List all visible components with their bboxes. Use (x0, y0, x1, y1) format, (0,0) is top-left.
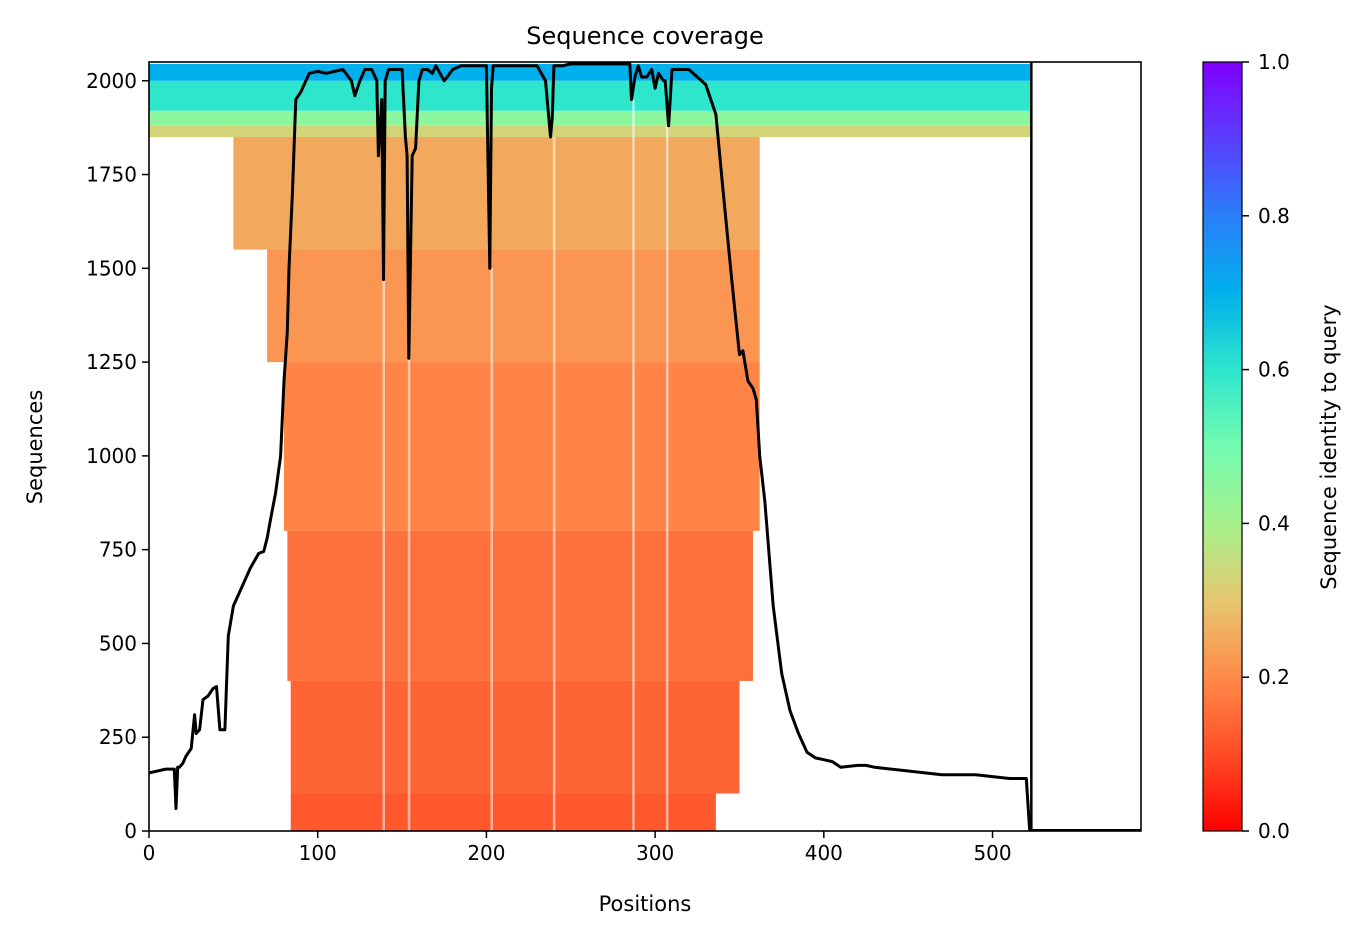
coverage-line-group (149, 62, 1141, 831)
y-tick-label: 250 (99, 725, 137, 749)
coverage-gap (382, 268, 386, 831)
x-tick-label: 300 (636, 841, 674, 865)
colorbar-tick-label: 0.2 (1258, 665, 1290, 689)
plot-frame (148, 61, 1142, 832)
y-axis-label: Sequences (23, 390, 47, 505)
coverage-bands (149, 63, 1032, 831)
coverage-band (267, 249, 760, 363)
y-tick-label: 1000 (86, 444, 137, 468)
colorbar-tick-label: 0.6 (1258, 358, 1290, 382)
y-tick-label: 2000 (86, 69, 137, 93)
coverage-band (149, 125, 1032, 138)
coverage-band (287, 530, 753, 681)
y-tick-label: 500 (99, 631, 137, 655)
colorbar-tick-label: 1.0 (1258, 50, 1290, 74)
coverage-gap (490, 268, 493, 831)
coverage-band (149, 80, 1032, 111)
colorbar-tick-label: 0.0 (1258, 819, 1290, 843)
coverage-band (233, 137, 760, 250)
x-tick-label: 200 (467, 841, 505, 865)
y-tick-label: 0 (124, 819, 137, 843)
coverage-band (149, 63, 1032, 81)
y-tick-label: 750 (99, 538, 137, 562)
coverage-gap (552, 137, 556, 831)
x-tick-label: 500 (973, 841, 1011, 865)
x-tick-label: 0 (143, 841, 156, 865)
coverage-gap (632, 99, 635, 831)
x-tick-label: 100 (299, 841, 337, 865)
x-axis: 0 100 200 300 400 500 (143, 831, 1012, 865)
y-tick-label: 1500 (86, 256, 137, 280)
coverage-band (290, 793, 716, 831)
y-tick-label: 1750 (86, 163, 137, 187)
x-axis-label: Positions (599, 892, 692, 916)
colorbar (1202, 61, 1243, 832)
coverage-band (283, 362, 760, 531)
colorbar-tick-label: 0.8 (1258, 204, 1290, 228)
coverage-gaps (382, 99, 669, 831)
coverage-line (149, 62, 1032, 831)
coverage-band (149, 110, 1032, 126)
colorbar-axis: 0.0 0.2 0.4 0.6 0.8 1.0 (1242, 50, 1290, 843)
coverage-gap (407, 358, 411, 831)
x-tick-label: 400 (805, 841, 843, 865)
y-tick-label: 1250 (86, 350, 137, 374)
colorbar-tick-label: 0.4 (1258, 511, 1290, 535)
colorbar-label: Sequence identity to query (1317, 304, 1341, 589)
coverage-band (290, 680, 740, 794)
y-axis: 0 250 500 750 1000 1250 1500 1750 2000 (86, 69, 149, 843)
chart-title: Sequence coverage (526, 22, 763, 50)
coverage-gap (665, 125, 669, 831)
